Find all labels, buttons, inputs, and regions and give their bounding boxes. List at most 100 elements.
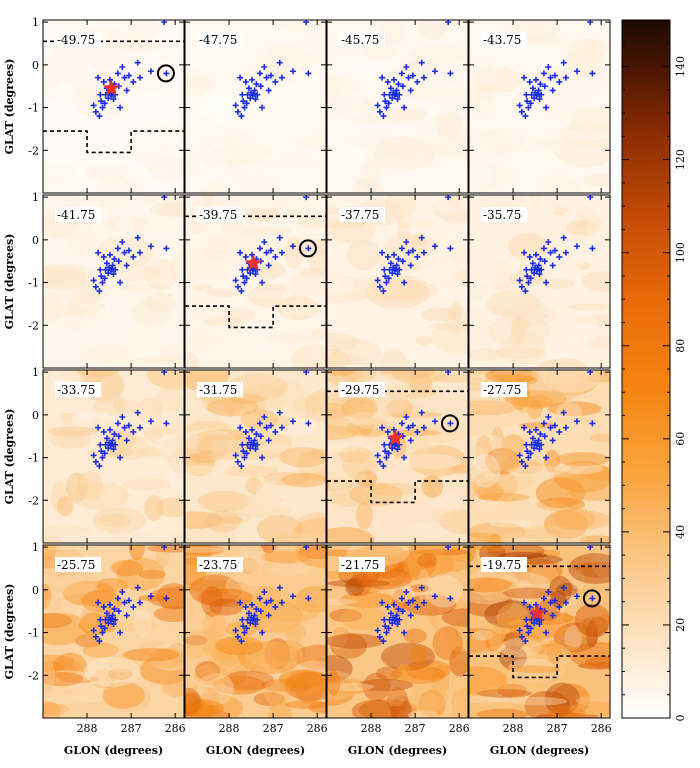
velocity-label: -49.75 xyxy=(57,33,95,47)
emission-blob xyxy=(77,470,103,501)
emission-blob xyxy=(196,434,254,460)
emission-blob xyxy=(399,86,460,99)
emission-blob xyxy=(327,405,378,435)
panel-frame xyxy=(468,194,611,369)
source-marker xyxy=(527,275,534,282)
emission-blob xyxy=(156,545,184,559)
source-marker xyxy=(242,603,249,610)
emission-blob xyxy=(327,291,368,303)
source-marker xyxy=(98,448,105,455)
emission-blob xyxy=(570,701,610,716)
emission-blob xyxy=(210,143,273,163)
emission-blob xyxy=(556,582,578,596)
emission-blob xyxy=(352,116,412,125)
emission-blob xyxy=(469,279,498,306)
source-marker xyxy=(252,446,259,453)
emission-blob xyxy=(50,488,66,513)
star-marker xyxy=(102,79,120,96)
emission-blob xyxy=(86,161,129,181)
source-marker xyxy=(119,588,126,595)
source-marker xyxy=(102,91,109,98)
emission-blob xyxy=(346,240,382,271)
source-marker xyxy=(251,437,258,444)
source-marker xyxy=(405,599,412,606)
source-marker xyxy=(289,593,296,600)
emission-blob xyxy=(290,344,326,368)
source-marker xyxy=(234,458,241,465)
emission-blob xyxy=(238,545,265,574)
emission-blob xyxy=(429,322,468,330)
emission-blob xyxy=(58,315,113,333)
emission-texture xyxy=(469,370,610,543)
star-marker xyxy=(386,429,404,446)
panel-frame xyxy=(184,544,327,719)
emission-blob xyxy=(185,153,201,180)
source-marker xyxy=(103,260,110,267)
source-marker xyxy=(528,616,535,623)
source-marker xyxy=(101,100,108,107)
source-marker xyxy=(111,606,118,613)
emission-blob xyxy=(417,568,431,603)
emission-blob xyxy=(385,195,417,220)
source-marker xyxy=(102,266,109,273)
y-tick-label: 0 xyxy=(32,59,39,72)
source-marker xyxy=(418,59,425,66)
emission-blob xyxy=(548,196,609,215)
emission-blob xyxy=(240,409,279,430)
emission-blob xyxy=(278,20,325,33)
source-marker xyxy=(278,249,285,256)
emission-blob xyxy=(229,666,247,685)
emission-blob xyxy=(327,682,375,691)
source-marker xyxy=(562,74,569,81)
emission-blob xyxy=(348,412,385,425)
source-marker xyxy=(92,458,99,465)
source-marker xyxy=(272,603,279,610)
emission-blob xyxy=(98,513,131,528)
source-marker xyxy=(374,627,381,634)
source-marker xyxy=(96,463,103,470)
emission-blob xyxy=(586,673,610,695)
source-marker xyxy=(112,266,119,273)
source-marker xyxy=(525,104,532,111)
source-marker xyxy=(405,249,412,256)
emission-blob xyxy=(248,290,293,299)
source-marker xyxy=(529,85,536,92)
emission-blob xyxy=(133,607,152,638)
emission-blob xyxy=(327,246,369,273)
emission-blob xyxy=(185,248,228,283)
source-marker xyxy=(259,629,266,636)
source-marker xyxy=(248,251,255,258)
emission-blob xyxy=(189,693,243,718)
source-marker xyxy=(265,262,272,269)
emission-blob xyxy=(390,584,415,603)
emission-blob xyxy=(109,30,135,50)
emission-blob xyxy=(559,121,610,148)
source-marker xyxy=(97,441,104,448)
emission-blob xyxy=(261,545,277,554)
emission-blob xyxy=(185,124,213,134)
emission-blob xyxy=(355,502,373,530)
source-marker xyxy=(541,258,548,265)
emission-blob xyxy=(285,623,306,642)
emission-blob xyxy=(531,643,578,656)
panel-frame xyxy=(184,19,327,194)
emission-blob xyxy=(562,601,610,633)
emission-blob xyxy=(150,202,184,217)
source-marker xyxy=(261,238,268,245)
source-marker xyxy=(573,418,580,425)
emission-blob xyxy=(244,61,286,84)
emission-blob xyxy=(585,656,610,668)
emission-blob xyxy=(185,68,211,86)
source-marker xyxy=(256,245,263,252)
emission-blob xyxy=(80,344,131,364)
emission-blob xyxy=(134,409,184,427)
source-marker xyxy=(289,243,296,250)
source-marker xyxy=(251,612,258,619)
emission-blob xyxy=(451,464,468,474)
source-marker xyxy=(112,441,119,448)
y-tick-label: 1 xyxy=(32,541,39,554)
source-marker xyxy=(383,454,390,461)
source-marker xyxy=(240,623,247,630)
emission-blob xyxy=(469,162,509,191)
emission-blob xyxy=(469,445,491,480)
